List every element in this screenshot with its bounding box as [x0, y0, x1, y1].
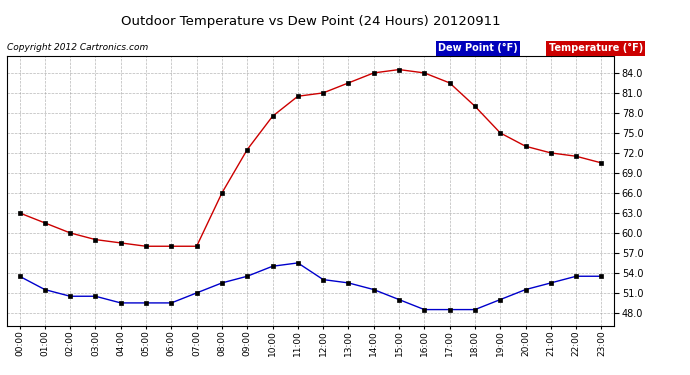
Text: Dew Point (°F): Dew Point (°F) — [438, 43, 518, 53]
Text: Temperature (°F): Temperature (°F) — [549, 43, 643, 53]
Text: Outdoor Temperature vs Dew Point (24 Hours) 20120911: Outdoor Temperature vs Dew Point (24 Hou… — [121, 15, 500, 28]
Text: Copyright 2012 Cartronics.com: Copyright 2012 Cartronics.com — [7, 43, 148, 52]
